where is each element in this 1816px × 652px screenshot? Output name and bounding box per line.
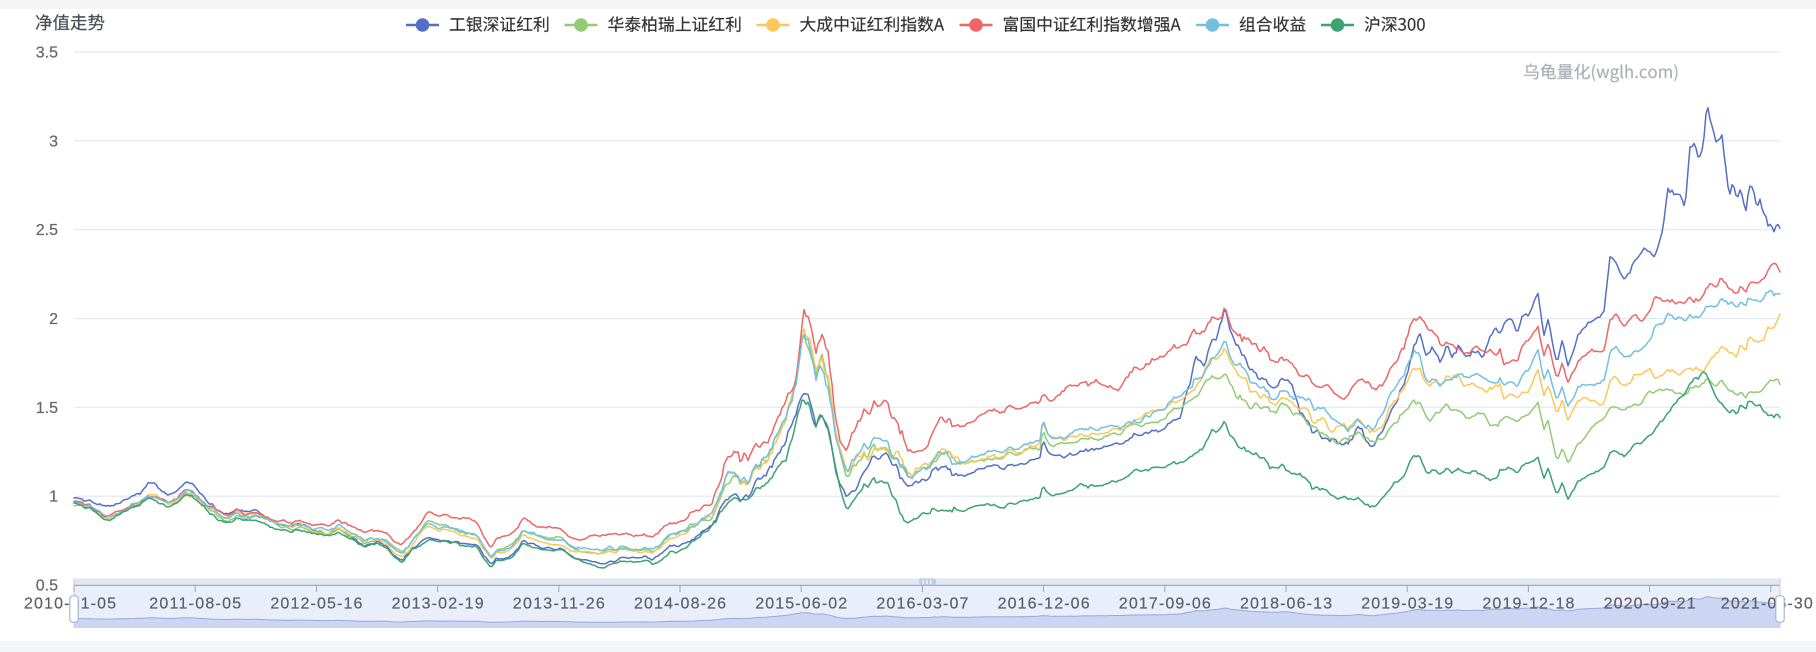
svg-text:2019-03-19: 2019-03-19: [1361, 596, 1453, 613]
svg-text:2014-08-26: 2014-08-26: [634, 596, 726, 613]
svg-text:2016-03-07: 2016-03-07: [876, 596, 968, 613]
svg-text:2020-09-21: 2020-09-21: [1604, 596, 1696, 613]
svg-text:2012-05-16: 2012-05-16: [270, 596, 362, 613]
svg-text:2.5: 2.5: [36, 222, 58, 239]
svg-text:2017-09-06: 2017-09-06: [1119, 596, 1211, 613]
svg-text:1: 1: [49, 489, 58, 506]
svg-text:2016-12-06: 2016-12-06: [998, 596, 1090, 613]
svg-text:2015-06-02: 2015-06-02: [755, 596, 847, 613]
svg-text:3: 3: [49, 133, 58, 150]
svg-text:0.5: 0.5: [36, 578, 58, 595]
svg-text:3.5: 3.5: [36, 45, 58, 62]
svg-text:2: 2: [49, 311, 58, 328]
svg-text:2011-08-05: 2011-08-05: [149, 596, 241, 613]
svg-text:2021-06-30: 2021-06-30: [1721, 596, 1813, 613]
svg-text:2018-06-13: 2018-06-13: [1240, 596, 1332, 613]
svg-text:2013-02-19: 2013-02-19: [392, 596, 484, 613]
svg-text:1.5: 1.5: [36, 400, 58, 417]
svg-text:2019-12-18: 2019-12-18: [1482, 596, 1574, 613]
